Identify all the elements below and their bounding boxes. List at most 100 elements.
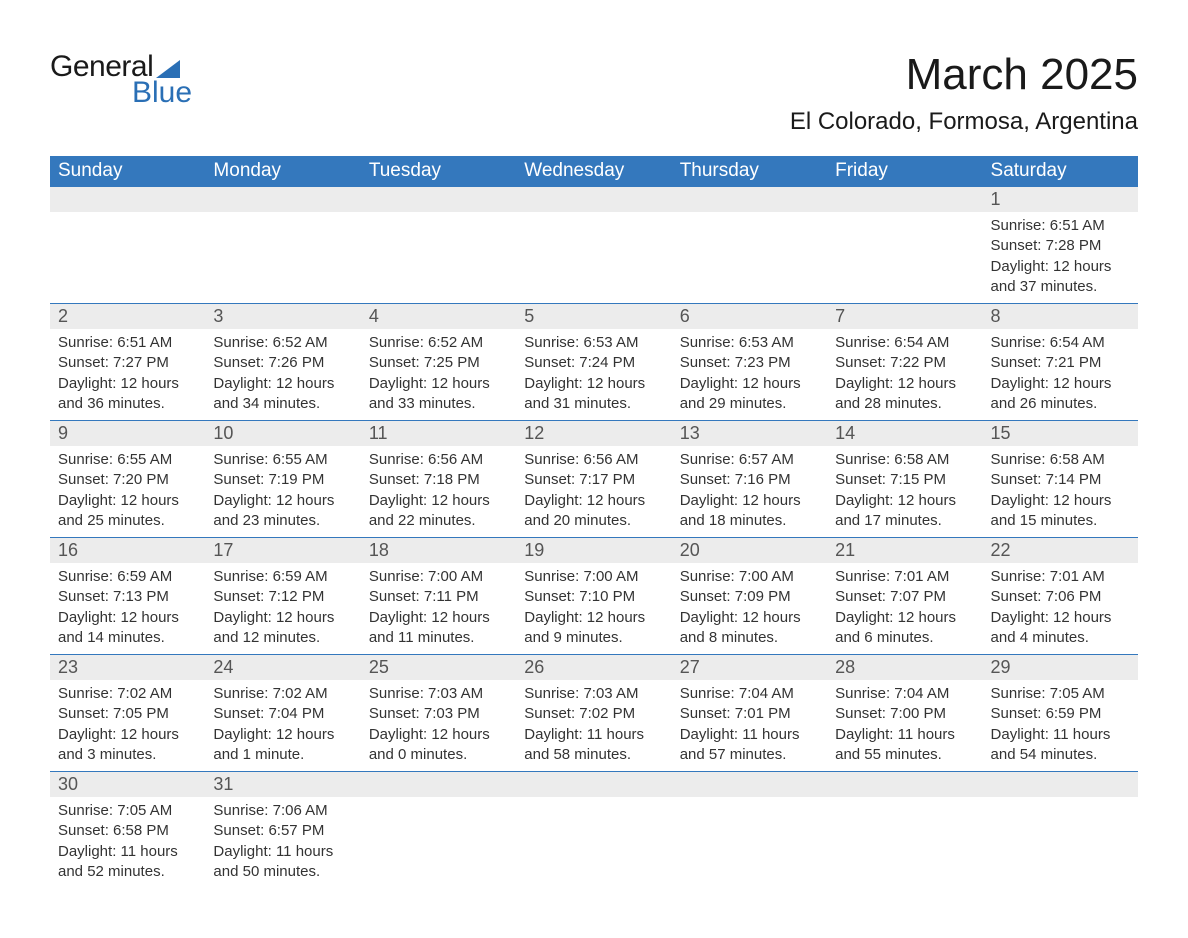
daylight-line: Daylight: 12 hours and 36 minutes. [58,374,197,415]
day-number: 9 [50,421,205,446]
daylight-line: Daylight: 12 hours and 8 minutes. [680,608,819,649]
sunrise-line: Sunrise: 7:02 AM [213,684,352,704]
day-number: 2 [50,304,205,329]
day-number [672,772,827,797]
calendar-row: 16Sunrise: 6:59 AMSunset: 7:13 PMDayligh… [50,538,1138,655]
calendar-cell [361,772,516,889]
sunset-line: Sunset: 7:20 PM [58,470,197,490]
daylight-line: Daylight: 12 hours and 14 minutes. [58,608,197,649]
day-number [827,772,982,797]
sunset-line: Sunset: 7:13 PM [58,587,197,607]
calendar-cell: 5Sunrise: 6:53 AMSunset: 7:24 PMDaylight… [516,304,671,421]
calendar-row: 30Sunrise: 7:05 AMSunset: 6:58 PMDayligh… [50,772,1138,889]
day-data: Sunrise: 6:54 AMSunset: 7:22 PMDaylight:… [827,329,982,420]
day-data [827,797,982,867]
calendar-cell: 24Sunrise: 7:02 AMSunset: 7:04 PMDayligh… [205,655,360,772]
weekday-header: Monday [205,156,360,187]
daylight-line: Daylight: 11 hours and 50 minutes. [213,842,352,883]
sunset-line: Sunset: 7:15 PM [835,470,974,490]
daylight-line: Daylight: 12 hours and 9 minutes. [524,608,663,649]
sunrise-line: Sunrise: 6:55 AM [58,450,197,470]
day-data: Sunrise: 7:02 AMSunset: 7:04 PMDaylight:… [205,680,360,771]
sunrise-line: Sunrise: 6:59 AM [213,567,352,587]
day-data: Sunrise: 6:56 AMSunset: 7:17 PMDaylight:… [516,446,671,537]
sunset-line: Sunset: 7:27 PM [58,353,197,373]
day-data [672,212,827,282]
sunrise-line: Sunrise: 6:52 AM [369,333,508,353]
sunrise-line: Sunrise: 6:52 AM [213,333,352,353]
sunset-line: Sunset: 7:09 PM [680,587,819,607]
calendar-cell: 7Sunrise: 6:54 AMSunset: 7:22 PMDaylight… [827,304,982,421]
daylight-line: Daylight: 12 hours and 22 minutes. [369,491,508,532]
calendar-cell: 17Sunrise: 6:59 AMSunset: 7:12 PMDayligh… [205,538,360,655]
daylight-line: Daylight: 12 hours and 12 minutes. [213,608,352,649]
day-data: Sunrise: 6:55 AMSunset: 7:19 PMDaylight:… [205,446,360,537]
calendar-cell: 29Sunrise: 7:05 AMSunset: 6:59 PMDayligh… [983,655,1138,772]
calendar-cell [672,772,827,889]
day-number: 6 [672,304,827,329]
daylight-line: Daylight: 11 hours and 55 minutes. [835,725,974,766]
sunset-line: Sunset: 7:16 PM [680,470,819,490]
day-number: 1 [983,187,1138,212]
sunrise-line: Sunrise: 6:56 AM [524,450,663,470]
calendar-body: 1Sunrise: 6:51 AMSunset: 7:28 PMDaylight… [50,187,1138,889]
sunrise-line: Sunrise: 6:57 AM [680,450,819,470]
sunrise-line: Sunrise: 7:02 AM [58,684,197,704]
sunrise-line: Sunrise: 6:58 AM [991,450,1130,470]
sunrise-line: Sunrise: 7:04 AM [680,684,819,704]
sunset-line: Sunset: 7:19 PM [213,470,352,490]
day-number: 27 [672,655,827,680]
calendar-cell: 20Sunrise: 7:00 AMSunset: 7:09 PMDayligh… [672,538,827,655]
day-data [361,797,516,867]
day-data: Sunrise: 7:01 AMSunset: 7:06 PMDaylight:… [983,563,1138,654]
day-number: 15 [983,421,1138,446]
sunset-line: Sunset: 7:24 PM [524,353,663,373]
calendar-cell: 22Sunrise: 7:01 AMSunset: 7:06 PMDayligh… [983,538,1138,655]
calendar-cell: 19Sunrise: 7:00 AMSunset: 7:10 PMDayligh… [516,538,671,655]
sunrise-line: Sunrise: 6:51 AM [58,333,197,353]
daylight-line: Daylight: 12 hours and 34 minutes. [213,374,352,415]
sunrise-line: Sunrise: 6:56 AM [369,450,508,470]
day-number [516,187,671,212]
day-number [516,772,671,797]
sunrise-line: Sunrise: 6:54 AM [991,333,1130,353]
day-data [672,797,827,867]
day-number: 28 [827,655,982,680]
sunset-line: Sunset: 7:11 PM [369,587,508,607]
day-data: Sunrise: 7:01 AMSunset: 7:07 PMDaylight:… [827,563,982,654]
daylight-line: Daylight: 12 hours and 3 minutes. [58,725,197,766]
header: General Blue March 2025 El Colorado, For… [50,50,1138,136]
calendar-cell: 8Sunrise: 6:54 AMSunset: 7:21 PMDaylight… [983,304,1138,421]
logo: General Blue [50,50,192,110]
sunset-line: Sunset: 7:22 PM [835,353,974,373]
calendar-cell [827,187,982,304]
day-number: 8 [983,304,1138,329]
day-data [50,212,205,282]
calendar-cell [516,187,671,304]
daylight-line: Daylight: 12 hours and 11 minutes. [369,608,508,649]
sunset-line: Sunset: 7:18 PM [369,470,508,490]
daylight-line: Daylight: 12 hours and 25 minutes. [58,491,197,532]
sunrise-line: Sunrise: 6:55 AM [213,450,352,470]
day-data: Sunrise: 7:02 AMSunset: 7:05 PMDaylight:… [50,680,205,771]
sunrise-line: Sunrise: 6:51 AM [991,216,1130,236]
daylight-line: Daylight: 12 hours and 20 minutes. [524,491,663,532]
day-data: Sunrise: 6:57 AMSunset: 7:16 PMDaylight:… [672,446,827,537]
calendar-cell: 6Sunrise: 6:53 AMSunset: 7:23 PMDaylight… [672,304,827,421]
day-number: 18 [361,538,516,563]
daylight-line: Daylight: 11 hours and 52 minutes. [58,842,197,883]
day-data: Sunrise: 7:00 AMSunset: 7:11 PMDaylight:… [361,563,516,654]
day-data: Sunrise: 7:05 AMSunset: 6:59 PMDaylight:… [983,680,1138,771]
day-number: 17 [205,538,360,563]
sunset-line: Sunset: 7:14 PM [991,470,1130,490]
calendar-cell: 9 Sunrise: 6:55 AMSunset: 7:20 PMDaylight… [50,421,205,538]
day-data: Sunrise: 6:53 AMSunset: 7:24 PMDaylight:… [516,329,671,420]
calendar-cell [205,187,360,304]
sunrise-line: Sunrise: 7:03 AM [524,684,663,704]
calendar-cell: 10Sunrise: 6:55 AMSunset: 7:19 PMDayligh… [205,421,360,538]
daylight-line: Daylight: 11 hours and 54 minutes. [991,725,1130,766]
daylight-line: Daylight: 12 hours and 4 minutes. [991,608,1130,649]
daylight-line: Daylight: 12 hours and 29 minutes. [680,374,819,415]
day-data: Sunrise: 7:03 AMSunset: 7:03 PMDaylight:… [361,680,516,771]
calendar-cell: 4Sunrise: 6:52 AMSunset: 7:25 PMDaylight… [361,304,516,421]
